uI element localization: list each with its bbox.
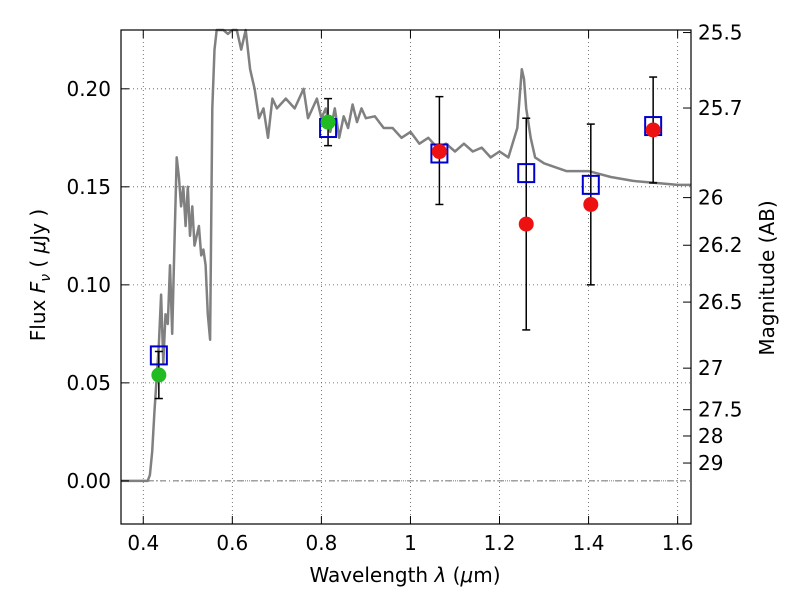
x-tick-label: 0.8 [305, 531, 337, 555]
x-tick-label: 1.6 [662, 531, 694, 555]
right-tick-label: 26.2 [698, 233, 743, 257]
x-tick-label: 1.4 [573, 531, 605, 555]
y-tick-label: 0.05 [66, 371, 111, 395]
x-tick-label: 0.6 [216, 531, 248, 555]
model-square-marker [149, 345, 168, 366]
right-tick-label: 26.5 [698, 290, 743, 314]
right-tick-label: 27.5 [698, 398, 743, 422]
grid [121, 30, 691, 524]
model-square-marker [581, 174, 600, 195]
observed-red-point [645, 122, 661, 138]
observed-green-point [320, 114, 336, 130]
error-bars [154, 76, 658, 400]
y-tick-label: 0.00 [66, 469, 111, 493]
observed-red-point [518, 216, 534, 232]
sed-model-curve [121, 28, 691, 483]
y-tick-label: 0.20 [66, 77, 111, 101]
right-tick-label: 26 [698, 186, 723, 210]
markers [149, 114, 663, 383]
x-tick-label: 1.2 [484, 531, 516, 555]
x-axis-label: Wavelength λ (μm) [309, 563, 500, 587]
x-tick-label: 0.4 [127, 531, 159, 555]
right-tick-label: 29 [698, 451, 723, 475]
y-tick-label: 0.15 [66, 175, 111, 199]
right-tick-label: 27 [698, 356, 723, 380]
sed-model-line [121, 28, 691, 483]
observed-red-point [583, 196, 599, 212]
right-tick-label: 28 [698, 424, 723, 448]
y-axis-right-label: Magnitude (AB) [755, 200, 779, 355]
right-tick-label: 25.7 [698, 96, 743, 120]
observed-red-point [431, 144, 447, 160]
plot-frame [120, 29, 692, 525]
y-axis-label: Flux Fν ( μJy ) [26, 209, 54, 341]
model-square-marker [517, 163, 536, 184]
ticks: 0.4 0.6 0.8 1 1.2 1.4 1.6 0.00 0.05 0.10 0.15 0.20 2… [66, 21, 742, 555]
observed-green-point [151, 367, 167, 383]
right-tick-label: 25.5 [698, 21, 743, 45]
x-tick-label: 1 [404, 531, 417, 555]
y-tick-label: 0.10 [66, 273, 111, 297]
